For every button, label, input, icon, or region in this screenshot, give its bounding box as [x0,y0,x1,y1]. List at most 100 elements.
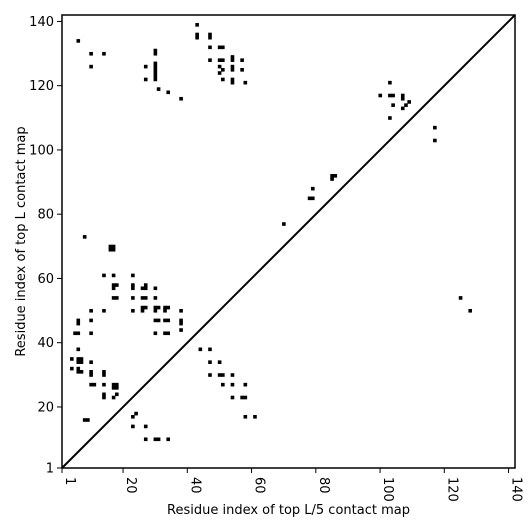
contact-point-top-l [86,418,90,422]
contact-point-top-l [76,357,81,361]
contact-point-top-l [217,373,222,377]
contact-point-top-l [243,414,248,419]
contact-point-top-l [70,357,74,361]
y-tick-label: 140 [29,15,54,30]
contact-point-top-l [179,308,183,313]
contact-point-top-l [208,347,212,352]
contact-point-top-l [76,318,81,323]
contact-point-top-l [156,437,161,442]
contact-point-top-l [76,370,81,374]
x-tick-label: 60 [252,477,267,494]
contact-point-top-l5 [230,80,235,85]
contact-point-top-l [153,437,158,442]
contact-point-top-l [163,308,167,313]
contact-point-top-l5 [282,222,286,226]
contact-point-top-l [140,286,145,291]
contact-point-top-l5 [143,64,148,69]
contact-point-top-l [230,373,235,377]
contact-point-top-l5 [230,68,235,72]
contact-point-top-l [108,247,113,252]
contact-point-top-l [111,296,116,300]
contact-point-top-l [82,418,87,422]
contact-point-top-l [115,392,119,397]
contact-point-top-l [243,382,248,387]
contact-point-top-l5 [378,93,383,98]
contact-point-top-l5 [433,138,437,143]
contact-point-top-l [111,244,116,249]
contact-point-top-l [153,296,158,300]
contact-point-top-l [131,296,135,300]
contact-point-top-l5 [230,64,235,69]
contact-point-top-l [208,373,212,377]
contact-point-top-l [156,318,161,323]
contact-point-top-l [79,357,84,361]
contact-point-top-l [89,308,93,313]
contact-point-top-l [70,366,74,371]
contact-point-top-l5 [153,48,158,53]
contact-point-top-l [131,414,135,419]
contact-point-top-l5 [153,74,158,79]
contact-point-top-l5 [230,58,235,62]
contact-point-top-l [243,395,248,400]
contact-point-top-l [115,382,119,387]
contact-point-top-l5 [153,51,158,56]
contact-point-top-l5 [89,64,93,69]
contact-point-top-l [179,328,183,332]
contact-point-top-l5 [208,32,212,37]
contact-point-top-l5 [310,196,315,201]
contact-point-top-l [111,382,116,387]
contact-point-top-l5 [230,55,235,59]
y-axis-title: Residue index of top L contact map [14,126,29,356]
contact-point-top-l5 [208,35,212,40]
y-tick-label: 20 [37,400,54,415]
contact-point-top-l5 [153,68,158,72]
x-axis: 1 20 40 60 80 100 120 140 [61,468,524,502]
contact-point-top-l [221,382,225,387]
contact-point-top-l [163,305,167,310]
contact-point-top-l5 [333,174,338,178]
x-tick-label: 1 [62,477,77,485]
contact-point-top-l5 [102,51,106,56]
contact-point-top-l5 [433,125,437,130]
contact-point-top-l5 [221,77,225,82]
contact-point-top-l5 [391,93,395,98]
contact-point-top-l [73,331,77,336]
contact-point-top-l [76,331,81,336]
contact-point-top-l5 [458,296,463,300]
contact-point-top-l5 [153,64,158,69]
y-tick-label: 80 [37,208,54,223]
y-tick-label: 40 [37,336,54,351]
contact-point-top-l [153,308,158,313]
contact-point-top-l [79,360,84,364]
contact-point-top-l [131,308,135,313]
contact-point-top-l [140,296,145,300]
contact-point-top-l5 [388,93,392,98]
contact-point-top-l [143,437,148,442]
contact-point-top-l5 [195,32,199,37]
contact-point-top-l [76,347,81,352]
contact-point-top-l [179,321,183,326]
contact-point-top-l5 [208,45,212,50]
contact-point-top-l5 [468,308,473,313]
contact-point-top-l [76,366,81,371]
contact-point-top-l [240,395,244,400]
contact-point-top-l [163,331,167,336]
contact-point-top-l5 [217,58,222,62]
contact-point-top-l5 [76,39,81,43]
contact-point-top-l [111,286,116,291]
contact-point-top-l [89,360,93,364]
contact-points [70,23,473,442]
contact-point-top-l5 [195,35,199,40]
contact-point-top-l [102,382,106,387]
contact-point-top-l5 [400,96,405,101]
contact-point-top-l [89,382,93,387]
y-tick-label: 1 [46,462,54,477]
contact-point-top-l [198,347,203,352]
contact-point-top-l5 [221,45,225,50]
contact-point-top-l [143,283,148,287]
contact-point-top-l [79,370,84,374]
contact-point-top-l [111,395,116,400]
x-tick-label: 120 [444,477,459,502]
